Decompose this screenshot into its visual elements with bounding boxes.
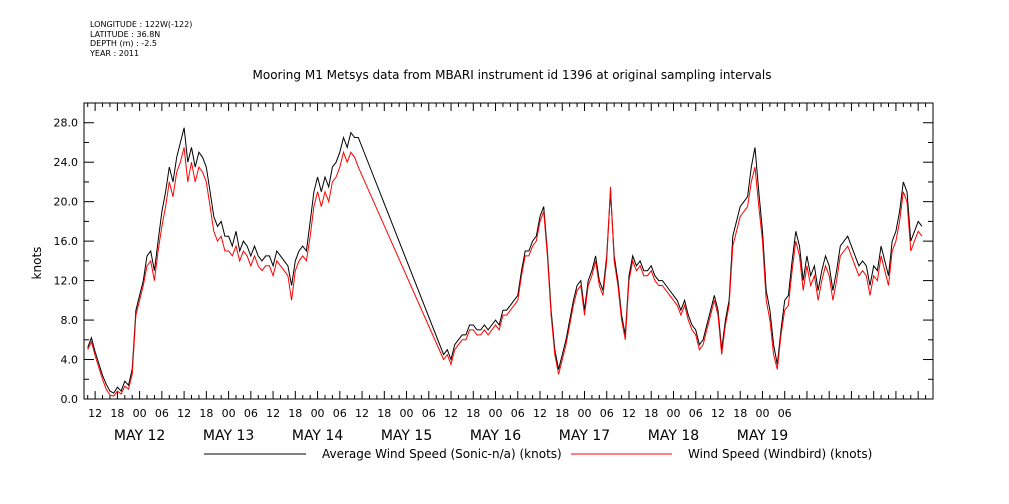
x-tick-label: 06	[155, 407, 169, 420]
x-tick-label: 06	[600, 407, 614, 420]
y-tick-label: 28.0	[54, 117, 79, 130]
day-label: MAY 18	[648, 428, 699, 444]
series-line-windbird	[87, 147, 923, 397]
x-tick-label: 12	[266, 407, 280, 420]
x-tick-label: 00	[133, 407, 147, 420]
x-tick-label: 12	[355, 407, 369, 420]
series-line-sonic	[87, 127, 923, 394]
legend-label-windbird: Wind Speed (Windbird) (knots)	[688, 447, 872, 461]
metadata-block: LONGITUDE : 122W(-122) LATITUDE : 36.8N …	[90, 20, 192, 58]
x-tick-label: 00	[755, 407, 769, 420]
y-tick-label: 0.0	[61, 393, 79, 406]
x-tick-label: 18	[110, 407, 124, 420]
day-label: MAY 19	[737, 428, 788, 444]
x-tick-label: 00	[578, 407, 592, 420]
x-tick-label: 12	[622, 407, 636, 420]
x-tick-label: 00	[311, 407, 325, 420]
x-tick-label: 18	[199, 407, 213, 420]
x-tick-label: 06	[511, 407, 525, 420]
latitude-label: LATITUDE : 36.8N	[90, 29, 161, 39]
x-tick-label: 00	[400, 407, 414, 420]
day-label: MAY 13	[203, 428, 254, 444]
legend-label-sonic: Average Wind Speed (Sonic-n/a) (knots)	[322, 447, 562, 461]
chart-title: Mooring M1 Metsys data from MBARI instru…	[253, 68, 772, 82]
series-group	[87, 127, 923, 397]
x-tick-label: 00	[666, 407, 680, 420]
day-label: MAY 14	[292, 428, 343, 444]
longitude-label: LONGITUDE : 122W(-122)	[90, 20, 193, 29]
y-tick-label: 20.0	[54, 196, 79, 209]
y-tick-label: 24.0	[54, 156, 79, 169]
x-tick-label: 06	[333, 407, 347, 420]
x-tick-label: 12	[711, 407, 725, 420]
y-tick-label: 8.0	[61, 314, 79, 327]
y-axis-label: knots	[30, 247, 44, 280]
x-tick-label: 18	[288, 407, 302, 420]
x-tick-label: 12	[444, 407, 458, 420]
x-tick-label: 12	[533, 407, 547, 420]
depth-label: DEPTH (m) : -2.5	[90, 39, 157, 48]
x-tick-label: 12	[88, 407, 102, 420]
y-tick-label: 12.0	[54, 275, 79, 288]
x-tick-label: 18	[466, 407, 480, 420]
day-label: MAY 12	[114, 428, 165, 444]
plot-frame	[83, 102, 934, 400]
y-tick-label: 16.0	[54, 235, 79, 248]
x-tick-label: 00	[222, 407, 236, 420]
x-tick-label: 18	[644, 407, 658, 420]
x-tick-label: 06	[244, 407, 258, 420]
x-tick-label: 18	[733, 407, 747, 420]
x-tick-label: 18	[555, 407, 569, 420]
x-axis-ticks: 12 18 00 06 12 18 00 06 12 18 00 06 12 18 00 06 12 18 00 06…	[87, 103, 927, 444]
x-tick-label: 12	[177, 407, 191, 420]
day-label: MAY 17	[559, 428, 610, 444]
x-tick-label: 00	[489, 407, 503, 420]
y-tick-label: 4.0	[61, 354, 79, 367]
x-tick-label: 06	[422, 407, 436, 420]
day-label: MAY 15	[381, 428, 432, 444]
legend: Average Wind Speed (Sonic-n/a) (knots) W…	[204, 447, 872, 461]
x-tick-label: 06	[689, 407, 703, 420]
x-tick-label: 18	[377, 407, 391, 420]
year-label: YEAR : 2011	[90, 48, 140, 58]
x-tick-label: 06	[778, 407, 792, 420]
day-label: MAY 16	[470, 428, 521, 444]
y-axis-ticks: 0.0 4.0 8.0 12.0 16.0 20.0 24.0 28.0	[54, 102, 933, 406]
